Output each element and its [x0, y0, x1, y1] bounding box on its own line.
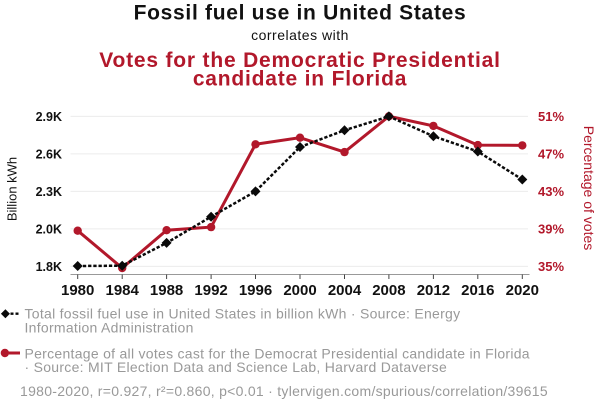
svg-text:2.0K: 2.0K: [36, 222, 62, 236]
svg-text:Votes for the Democratic Presi: Votes for the Democratic Presidential: [99, 49, 501, 72]
svg-text:1988: 1988: [150, 282, 183, 299]
svg-text:correlates with: correlates with: [251, 27, 349, 43]
svg-text:43%: 43%: [538, 184, 564, 199]
svg-text:2004: 2004: [328, 282, 362, 299]
svg-text:2020: 2020: [506, 282, 539, 299]
svg-text:Percentage of all votes cast f: Percentage of all votes cast for the Dem…: [25, 345, 530, 361]
svg-text:Information Administration: Information Administration: [25, 319, 194, 335]
svg-text:39%: 39%: [538, 222, 564, 237]
svg-text:1992: 1992: [194, 282, 227, 299]
svg-text:1980: 1980: [61, 282, 94, 299]
svg-text:2000: 2000: [283, 282, 316, 299]
svg-text:1980-2020, r=0.927, r²=0.860,: 1980-2020, r=0.927, r²=0.860, p<0.01 · t…: [20, 383, 548, 399]
svg-text:Fossil fuel use in United Stat: Fossil fuel use in United States: [134, 2, 467, 25]
svg-text:candidate in Florida: candidate in Florida: [193, 68, 407, 91]
svg-text:51%: 51%: [538, 109, 564, 124]
svg-text:· Source: MIT Election Data an: · Source: MIT Election Data and Science …: [25, 359, 448, 375]
svg-text:1984: 1984: [106, 282, 140, 299]
svg-text:47%: 47%: [538, 147, 564, 162]
svg-text:2.9K: 2.9K: [36, 110, 62, 124]
svg-text:Total fossil fuel use in Unite: Total fossil fuel use in United States i…: [25, 306, 461, 322]
svg-text:Percentage of votes: Percentage of votes: [581, 126, 597, 251]
svg-text:1996: 1996: [239, 282, 272, 299]
svg-text:2.6K: 2.6K: [36, 147, 62, 161]
svg-text:1.8K: 1.8K: [36, 260, 62, 274]
svg-text:2.3K: 2.3K: [36, 185, 62, 199]
svg-text:2016: 2016: [461, 282, 494, 299]
svg-text:2008: 2008: [372, 282, 405, 299]
svg-text:Billion kWh: Billion kWh: [5, 157, 20, 221]
svg-text:2012: 2012: [417, 282, 450, 299]
svg-text:35%: 35%: [538, 259, 564, 274]
